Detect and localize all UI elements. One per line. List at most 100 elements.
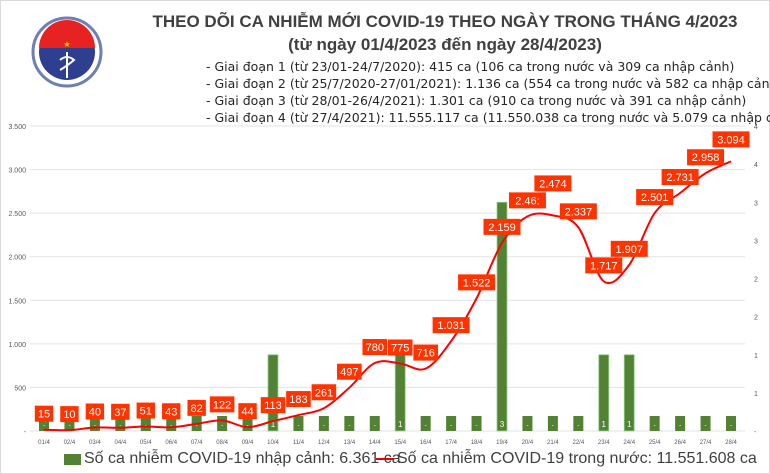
right-axis-tick-label: 1 — [754, 391, 758, 398]
x-axis-tick-label: 08/4 — [216, 440, 228, 446]
domestic-data-label: 780 — [362, 339, 388, 356]
data-label-text: 716 — [416, 348, 434, 360]
x-axis-tick-label: 07/4 — [191, 440, 203, 446]
data-label-text: 122 — [213, 399, 231, 411]
legend-bar: Số ca nhiễm COVID-19 nhập cảnh: 6.361 ca — [64, 450, 401, 468]
domestic-data-label: 775 — [387, 339, 413, 356]
right-axis-tick-label: - — [754, 429, 757, 436]
data-label-box — [187, 399, 206, 416]
import-bar-label: 1 — [398, 420, 403, 429]
import-bar — [318, 416, 329, 431]
x-axis-tick-label: 27/4 — [700, 440, 712, 446]
data-label-text: 2.159 — [488, 222, 516, 234]
import-bar — [242, 416, 253, 431]
domestic-data-label: 1.717 — [585, 257, 623, 274]
import-bar-label: - — [43, 423, 45, 429]
data-label-text: 2.958 — [692, 152, 720, 164]
import-bar — [64, 416, 75, 431]
data-label-text: 43 — [165, 406, 177, 418]
x-axis-tick-label: 26/4 — [674, 440, 686, 446]
data-label-box — [362, 339, 388, 356]
domestic-data-label: 183 — [286, 391, 311, 408]
import-bar — [700, 416, 711, 431]
svg-text:★: ★ — [63, 40, 70, 49]
import-bar-label: - — [297, 423, 299, 429]
data-label-text: 261 — [315, 387, 333, 399]
x-axis-tick-label: 21/4 — [547, 440, 559, 446]
import-bar — [344, 416, 355, 431]
data-label-box — [238, 403, 257, 420]
import-bar-label: - — [450, 423, 452, 429]
data-label-text: 3.094 — [717, 134, 745, 146]
data-label-text: 1.031 — [437, 320, 465, 332]
data-label-text: 15 — [38, 409, 50, 421]
x-axis-tick-label: 16/4 — [420, 440, 432, 446]
domestic-data-label: 2.474 — [534, 175, 572, 192]
domestic-data-label: 1.031 — [432, 317, 470, 334]
import-bar-label: - — [94, 423, 96, 429]
data-label-text: 2.731 — [666, 172, 694, 184]
domestic-data-label: 716 — [413, 344, 438, 361]
data-label-box — [311, 384, 337, 401]
data-label-text: 1.522 — [463, 277, 491, 289]
import-bar — [140, 416, 151, 431]
import-bar — [115, 416, 126, 431]
import-bar-label: - — [654, 423, 656, 429]
x-axis-tick-label: 23/4 — [598, 440, 610, 446]
data-label-text: 2.337 — [565, 206, 593, 218]
data-label-box — [483, 218, 521, 235]
import-bar-label: - — [247, 423, 249, 429]
data-label-box — [34, 405, 54, 422]
ministry-logo: ★ — [31, 16, 103, 88]
data-label-text: 10 — [63, 409, 75, 421]
data-label-box — [136, 402, 155, 419]
data-label-box — [712, 131, 750, 148]
data-label-text: 2.501 — [641, 192, 669, 204]
chart-title: THEO DÕI CA NHIỄM MỚI COVID-19 THEO NGÀY… — [152, 12, 738, 31]
x-axis-tick-label: 04/4 — [114, 440, 126, 446]
phase-3-text: - Giai đoạn 3 (từ 28/01-26/4/2021): 1.30… — [206, 93, 747, 108]
import-bar-label: - — [323, 423, 325, 429]
import-bar — [573, 416, 584, 431]
legend-line-swatch — [376, 458, 394, 460]
data-label-text: 82 — [191, 403, 203, 415]
domestic-data-label: 2.337 — [559, 203, 597, 220]
x-axis-tick-label: 10/4 — [267, 440, 279, 446]
domestic-data-label: 2.731 — [661, 169, 699, 186]
import-bar — [726, 416, 736, 431]
import-bar-label: - — [552, 423, 554, 429]
domestic-data-label: 40 — [85, 403, 105, 420]
x-axis-tick-label: 18/4 — [471, 440, 483, 446]
left-axis-tick-label: - — [24, 429, 27, 436]
domestic-data-label: 82 — [187, 399, 206, 416]
import-bar — [446, 416, 457, 431]
data-label-box — [260, 397, 286, 414]
x-axis-tick-label: 14/4 — [369, 440, 381, 446]
domestic-cases-line — [43, 160, 732, 432]
right-axis-tick-label: 3 — [754, 238, 758, 245]
import-bar — [623, 354, 635, 432]
legend-line: Số ca nhiễm COVID-19 trong nước: 11.551.… — [376, 450, 757, 468]
import-bar-label: - — [119, 423, 121, 429]
chart-subtitle: (từ ngày 01/4/2023 đến ngày 28/4/2023) — [288, 35, 602, 54]
import-bar — [675, 416, 686, 431]
x-axis-tick-label: 15/4 — [394, 440, 406, 446]
import-bar — [39, 416, 49, 431]
data-label-box — [387, 339, 413, 356]
domestic-data-label: 497 — [337, 363, 362, 380]
import-bar-label: - — [221, 423, 223, 429]
import-bar — [496, 201, 508, 432]
phase-4-text: - Giai đoạn 4 (từ 27/4/2021): 11.555.117… — [206, 110, 770, 125]
x-axis-tick-label: 17/4 — [445, 440, 457, 446]
import-bar — [522, 416, 533, 431]
import-bar — [471, 416, 482, 431]
x-axis-tick-label: 22/4 — [572, 440, 584, 446]
import-bar — [217, 416, 228, 431]
x-axis-tick-label: 09/4 — [242, 440, 254, 446]
import-bar-label: - — [68, 423, 70, 429]
x-axis-tick-label: 25/4 — [649, 440, 661, 446]
import-bar — [420, 416, 431, 431]
data-label-text: 1.907 — [615, 244, 643, 256]
domestic-data-label: 2.501 — [636, 189, 674, 206]
domestic-data-label: 51 — [136, 402, 155, 419]
